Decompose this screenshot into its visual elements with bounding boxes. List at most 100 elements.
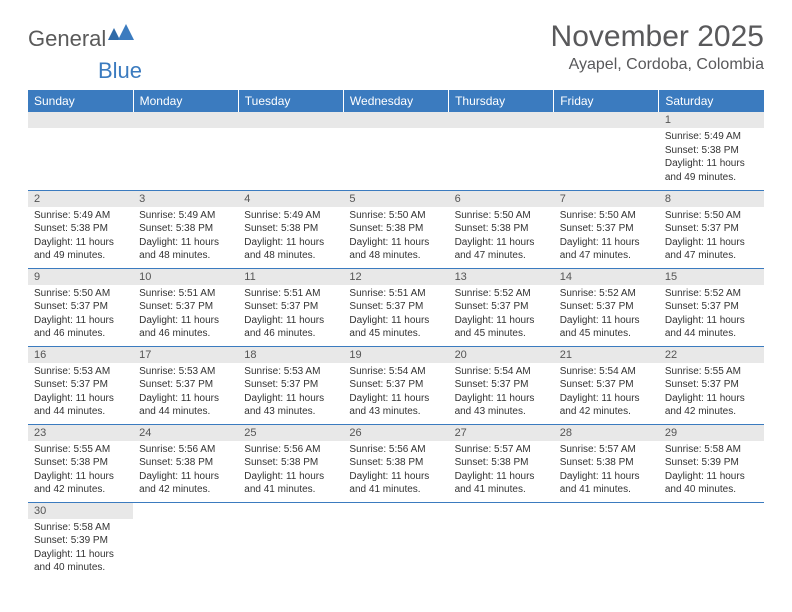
day-details: Sunrise: 5:49 AMSunset: 5:38 PMDaylight:… — [659, 128, 764, 188]
day-details: Sunrise: 5:51 AMSunset: 5:37 PMDaylight:… — [238, 285, 343, 345]
weekday-header-row: SundayMondayTuesdayWednesdayThursdayFrid… — [28, 90, 764, 112]
weekday-header: Tuesday — [238, 90, 343, 112]
logo-text-blue: Blue — [98, 58, 142, 83]
calendar-day-cell: 19Sunrise: 5:54 AMSunset: 5:37 PMDayligh… — [343, 346, 448, 424]
calendar-day-cell: 7Sunrise: 5:50 AMSunset: 5:37 PMDaylight… — [554, 190, 659, 268]
day-number: 9 — [28, 269, 133, 285]
day-number: 12 — [343, 269, 448, 285]
day-details: Sunrise: 5:52 AMSunset: 5:37 PMDaylight:… — [554, 285, 659, 345]
day-details: Sunrise: 5:56 AMSunset: 5:38 PMDaylight:… — [133, 441, 238, 501]
weekday-header: Monday — [133, 90, 238, 112]
day-details: Sunrise: 5:52 AMSunset: 5:37 PMDaylight:… — [449, 285, 554, 345]
day-number: 19 — [343, 347, 448, 363]
day-details: Sunrise: 5:50 AMSunset: 5:37 PMDaylight:… — [554, 207, 659, 267]
calendar-day-cell: 11Sunrise: 5:51 AMSunset: 5:37 PMDayligh… — [238, 268, 343, 346]
day-number: 16 — [28, 347, 133, 363]
calendar-day-cell: 29Sunrise: 5:58 AMSunset: 5:39 PMDayligh… — [659, 424, 764, 502]
day-number: 17 — [133, 347, 238, 363]
calendar-day-cell: 17Sunrise: 5:53 AMSunset: 5:37 PMDayligh… — [133, 346, 238, 424]
day-details: Sunrise: 5:58 AMSunset: 5:39 PMDaylight:… — [659, 441, 764, 501]
day-number: 8 — [659, 191, 764, 207]
day-details: Sunrise: 5:56 AMSunset: 5:38 PMDaylight:… — [343, 441, 448, 501]
day-details: Sunrise: 5:51 AMSunset: 5:37 PMDaylight:… — [133, 285, 238, 345]
day-details: Sunrise: 5:49 AMSunset: 5:38 PMDaylight:… — [238, 207, 343, 267]
day-number: 7 — [554, 191, 659, 207]
day-number: 24 — [133, 425, 238, 441]
calendar-day-cell: 10Sunrise: 5:51 AMSunset: 5:37 PMDayligh… — [133, 268, 238, 346]
calendar-day-cell: 2Sunrise: 5:49 AMSunset: 5:38 PMDaylight… — [28, 190, 133, 268]
calendar-day-cell: 12Sunrise: 5:51 AMSunset: 5:37 PMDayligh… — [343, 268, 448, 346]
calendar-day-cell: 23Sunrise: 5:55 AMSunset: 5:38 PMDayligh… — [28, 424, 133, 502]
calendar-day-cell: 28Sunrise: 5:57 AMSunset: 5:38 PMDayligh… — [554, 424, 659, 502]
calendar-day-cell — [238, 502, 343, 580]
day-number: 10 — [133, 269, 238, 285]
calendar-day-cell — [28, 112, 133, 190]
calendar-day-cell: 30Sunrise: 5:58 AMSunset: 5:39 PMDayligh… — [28, 502, 133, 580]
day-details: Sunrise: 5:55 AMSunset: 5:38 PMDaylight:… — [28, 441, 133, 501]
logo: General — [28, 26, 134, 52]
weekday-header: Thursday — [449, 90, 554, 112]
day-details: Sunrise: 5:56 AMSunset: 5:38 PMDaylight:… — [238, 441, 343, 501]
day-details: Sunrise: 5:50 AMSunset: 5:38 PMDaylight:… — [343, 207, 448, 267]
month-title: November 2025 — [551, 20, 764, 54]
weekday-header: Sunday — [28, 90, 133, 112]
calendar-week-row: 23Sunrise: 5:55 AMSunset: 5:38 PMDayligh… — [28, 424, 764, 502]
day-details: Sunrise: 5:50 AMSunset: 5:37 PMDaylight:… — [28, 285, 133, 345]
calendar-day-cell — [449, 502, 554, 580]
day-number: 6 — [449, 191, 554, 207]
calendar-week-row: 2Sunrise: 5:49 AMSunset: 5:38 PMDaylight… — [28, 190, 764, 268]
day-details: Sunrise: 5:57 AMSunset: 5:38 PMDaylight:… — [449, 441, 554, 501]
day-number: 18 — [238, 347, 343, 363]
day-number: 30 — [28, 503, 133, 519]
day-details: Sunrise: 5:50 AMSunset: 5:38 PMDaylight:… — [449, 207, 554, 267]
day-number: 3 — [133, 191, 238, 207]
day-details: Sunrise: 5:54 AMSunset: 5:37 PMDaylight:… — [343, 363, 448, 423]
calendar-day-cell: 27Sunrise: 5:57 AMSunset: 5:38 PMDayligh… — [449, 424, 554, 502]
calendar-day-cell: 26Sunrise: 5:56 AMSunset: 5:38 PMDayligh… — [343, 424, 448, 502]
day-number: 14 — [554, 269, 659, 285]
calendar-week-row: 16Sunrise: 5:53 AMSunset: 5:37 PMDayligh… — [28, 346, 764, 424]
calendar-day-cell — [238, 112, 343, 190]
calendar-week-row: 30Sunrise: 5:58 AMSunset: 5:39 PMDayligh… — [28, 502, 764, 580]
calendar-day-cell — [554, 502, 659, 580]
day-details: Sunrise: 5:51 AMSunset: 5:37 PMDaylight:… — [343, 285, 448, 345]
logo-text-general: General — [28, 26, 106, 52]
calendar-day-cell: 13Sunrise: 5:52 AMSunset: 5:37 PMDayligh… — [449, 268, 554, 346]
calendar-day-cell — [659, 502, 764, 580]
weekday-header: Wednesday — [343, 90, 448, 112]
calendar-day-cell: 14Sunrise: 5:52 AMSunset: 5:37 PMDayligh… — [554, 268, 659, 346]
day-number: 13 — [449, 269, 554, 285]
day-number: 25 — [238, 425, 343, 441]
day-details: Sunrise: 5:57 AMSunset: 5:38 PMDaylight:… — [554, 441, 659, 501]
day-details: Sunrise: 5:49 AMSunset: 5:38 PMDaylight:… — [28, 207, 133, 267]
day-number: 28 — [554, 425, 659, 441]
calendar-day-cell: 18Sunrise: 5:53 AMSunset: 5:37 PMDayligh… — [238, 346, 343, 424]
day-number: 22 — [659, 347, 764, 363]
day-number: 1 — [659, 112, 764, 128]
calendar-day-cell — [133, 112, 238, 190]
calendar-day-cell: 22Sunrise: 5:55 AMSunset: 5:37 PMDayligh… — [659, 346, 764, 424]
day-details: Sunrise: 5:52 AMSunset: 5:37 PMDaylight:… — [659, 285, 764, 345]
calendar-day-cell — [133, 502, 238, 580]
calendar-table: SundayMondayTuesdayWednesdayThursdayFrid… — [28, 90, 764, 580]
day-number: 27 — [449, 425, 554, 441]
calendar-week-row: 1Sunrise: 5:49 AMSunset: 5:38 PMDaylight… — [28, 112, 764, 190]
flag-icon — [108, 24, 134, 47]
day-details: Sunrise: 5:53 AMSunset: 5:37 PMDaylight:… — [133, 363, 238, 423]
calendar-day-cell — [343, 502, 448, 580]
calendar-day-cell: 6Sunrise: 5:50 AMSunset: 5:38 PMDaylight… — [449, 190, 554, 268]
day-details: Sunrise: 5:53 AMSunset: 5:37 PMDaylight:… — [28, 363, 133, 423]
calendar-day-cell: 25Sunrise: 5:56 AMSunset: 5:38 PMDayligh… — [238, 424, 343, 502]
day-number: 15 — [659, 269, 764, 285]
calendar-day-cell — [554, 112, 659, 190]
calendar-day-cell: 15Sunrise: 5:52 AMSunset: 5:37 PMDayligh… — [659, 268, 764, 346]
day-number: 26 — [343, 425, 448, 441]
weekday-header: Saturday — [659, 90, 764, 112]
day-details: Sunrise: 5:49 AMSunset: 5:38 PMDaylight:… — [133, 207, 238, 267]
calendar-day-cell: 1Sunrise: 5:49 AMSunset: 5:38 PMDaylight… — [659, 112, 764, 190]
day-number: 29 — [659, 425, 764, 441]
calendar-day-cell: 4Sunrise: 5:49 AMSunset: 5:38 PMDaylight… — [238, 190, 343, 268]
day-number: 4 — [238, 191, 343, 207]
calendar-day-cell: 3Sunrise: 5:49 AMSunset: 5:38 PMDaylight… — [133, 190, 238, 268]
day-number: 5 — [343, 191, 448, 207]
